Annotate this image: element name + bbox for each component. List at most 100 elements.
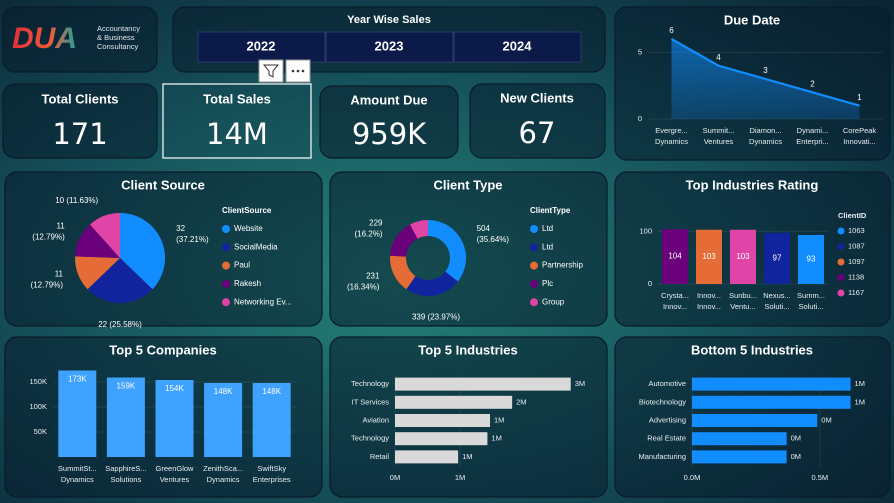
slice bbox=[120, 213, 165, 290]
data-label: (16.2%) bbox=[354, 230, 382, 239]
x-tick-label: Summ... bbox=[797, 291, 825, 300]
category-label: Aviation bbox=[362, 415, 389, 424]
x-tick-label: Evergre... bbox=[655, 126, 688, 135]
legend-label: SocialMedia bbox=[234, 242, 278, 251]
slice bbox=[89, 213, 120, 258]
x-tick-label: Innov... bbox=[663, 302, 687, 311]
data-label: (35.64%) bbox=[477, 235, 510, 244]
slice bbox=[390, 224, 418, 257]
legend-label: Partnership bbox=[542, 261, 583, 270]
legend-label: 1097 bbox=[848, 257, 865, 266]
legend-label: 1138 bbox=[848, 272, 864, 281]
legend-title: ClientType bbox=[530, 206, 571, 215]
category-label: Manufacturing bbox=[638, 452, 686, 461]
bar bbox=[764, 232, 790, 284]
bar bbox=[692, 432, 787, 446]
data-label: 32 bbox=[176, 224, 185, 233]
data-label: 1M bbox=[494, 415, 504, 424]
data-label: 10 (11.63%) bbox=[55, 196, 98, 205]
logo-mark: DUA bbox=[12, 22, 77, 55]
x-tick-label: Dynamics bbox=[61, 475, 94, 484]
category-label: Automotive bbox=[648, 379, 686, 388]
chart-title: Top 5 Companies bbox=[109, 342, 216, 357]
category-label: Biotechnology bbox=[639, 397, 686, 406]
x-tick-label: Ventures bbox=[160, 475, 190, 484]
kpi-label: Amount Due bbox=[350, 92, 427, 107]
slice bbox=[75, 224, 120, 258]
slicer-title: Year Wise Sales bbox=[347, 14, 431, 26]
data-label: 0M bbox=[821, 415, 831, 424]
data-label: 1M bbox=[855, 397, 865, 406]
bar bbox=[252, 383, 291, 457]
legend-swatch bbox=[837, 227, 845, 235]
data-label: 2M bbox=[516, 397, 526, 406]
data-label: 229 bbox=[369, 219, 383, 228]
chart-title: Due Date bbox=[724, 12, 780, 27]
legend-swatch bbox=[530, 225, 538, 233]
data-label: 97 bbox=[773, 254, 782, 263]
bar bbox=[204, 383, 243, 457]
chart-title: Client Type bbox=[433, 177, 502, 192]
x-tick-label: Nexus... bbox=[763, 291, 791, 300]
kpi-value: 67 bbox=[519, 116, 556, 150]
filter-icon[interactable] bbox=[258, 59, 284, 83]
chart-title: Client Source bbox=[121, 177, 205, 192]
y-tick-label: 0 bbox=[638, 114, 642, 123]
logo-text: Accountancy bbox=[97, 24, 140, 33]
x-tick-label: Soluti... bbox=[798, 302, 823, 311]
x-tick-label: Ventu... bbox=[730, 302, 755, 311]
data-label: 148K bbox=[262, 387, 281, 396]
legend-swatch bbox=[222, 261, 230, 270]
kpi-card bbox=[2, 83, 158, 159]
filter-glyph bbox=[262, 64, 280, 78]
kpi-card-selected[interactable] bbox=[162, 83, 312, 159]
data-label: 93 bbox=[807, 255, 816, 264]
more-dot bbox=[291, 69, 295, 73]
data-label: 104 bbox=[668, 252, 682, 261]
legend-label: Plc bbox=[542, 279, 553, 288]
slicer-button[interactable] bbox=[325, 31, 454, 63]
bar bbox=[106, 377, 145, 457]
data-label: 173K bbox=[68, 375, 87, 384]
kpi-label: Total Clients bbox=[41, 91, 118, 106]
bar bbox=[395, 432, 488, 446]
logo-text: Consultancy bbox=[97, 42, 139, 51]
slice bbox=[74, 256, 120, 290]
bar bbox=[58, 370, 97, 457]
x-tick-label: SummitSt... bbox=[58, 464, 97, 473]
slicer-button[interactable] bbox=[453, 31, 582, 63]
x-tick-label: Dynamics bbox=[749, 137, 782, 146]
legend-title: ClientID bbox=[838, 211, 867, 220]
x-tick-label: Dynami... bbox=[797, 126, 829, 135]
data-label: 339 (23.97%) bbox=[412, 313, 460, 322]
x-tick-label: Crysta... bbox=[661, 291, 689, 300]
legend-swatch bbox=[222, 279, 230, 288]
slicer-item[interactable]: 2024 bbox=[503, 38, 533, 53]
data-label: (37.21%) bbox=[176, 235, 209, 244]
x-tick-label: Solutions bbox=[110, 475, 141, 484]
x-tick-label: GreenGlow bbox=[156, 464, 195, 473]
data-label: 2 bbox=[810, 79, 815, 88]
legend-swatch bbox=[837, 243, 845, 250]
bar bbox=[696, 229, 722, 284]
slice bbox=[410, 220, 428, 239]
x-tick-label: 0.0M bbox=[684, 473, 701, 482]
bar bbox=[395, 395, 513, 409]
x-tick-label: CorePeak bbox=[843, 126, 877, 135]
legend-swatch bbox=[222, 225, 230, 233]
chart-title: Top 5 Industries bbox=[418, 342, 517, 357]
x-tick-label: 0.5M bbox=[812, 473, 829, 482]
kpi-card bbox=[469, 83, 606, 159]
category-label: Retail bbox=[370, 452, 390, 461]
x-tick-label: Enterpri... bbox=[796, 137, 829, 146]
legend-swatch bbox=[222, 298, 230, 307]
x-tick-label: Diamon... bbox=[749, 126, 781, 135]
legend-swatch bbox=[837, 289, 845, 297]
legend-swatch bbox=[222, 243, 230, 252]
y-tick-label: 5 bbox=[638, 47, 642, 56]
slicer-item[interactable]: 2022 bbox=[247, 38, 276, 53]
slicer-item[interactable]: 2023 bbox=[375, 38, 404, 53]
category-label: Advertising bbox=[649, 415, 686, 424]
line bbox=[670, 38, 860, 107]
